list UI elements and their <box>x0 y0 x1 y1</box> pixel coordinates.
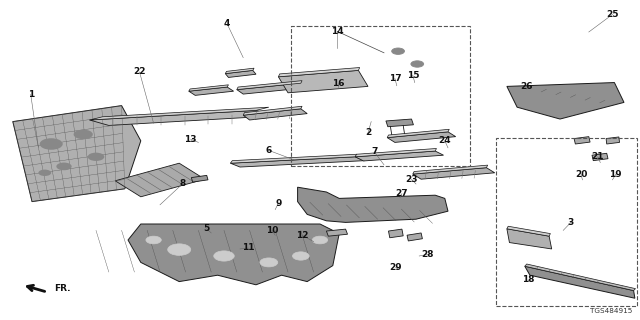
Circle shape <box>312 236 328 244</box>
Text: 28: 28 <box>421 250 434 259</box>
Text: 25: 25 <box>606 10 619 19</box>
Text: 6: 6 <box>266 146 272 155</box>
Polygon shape <box>225 70 256 77</box>
Text: 17: 17 <box>388 74 401 83</box>
Text: 19: 19 <box>609 170 622 179</box>
Polygon shape <box>388 229 403 238</box>
Circle shape <box>292 252 309 260</box>
Text: 3: 3 <box>568 218 574 227</box>
Text: 4: 4 <box>224 20 230 28</box>
Polygon shape <box>115 163 205 197</box>
Text: 18: 18 <box>522 276 534 284</box>
Text: 8: 8 <box>179 180 186 188</box>
Text: 7: 7 <box>371 148 378 156</box>
Polygon shape <box>243 109 307 120</box>
Polygon shape <box>507 83 624 119</box>
Text: 15: 15 <box>406 71 419 80</box>
Circle shape <box>168 244 191 255</box>
Polygon shape <box>606 137 620 144</box>
Text: TGS484915: TGS484915 <box>590 308 632 314</box>
Text: 11: 11 <box>242 244 255 252</box>
Polygon shape <box>13 106 141 202</box>
Polygon shape <box>128 224 339 285</box>
Polygon shape <box>413 168 495 179</box>
Polygon shape <box>237 81 302 90</box>
Polygon shape <box>387 129 449 138</box>
Polygon shape <box>189 87 234 95</box>
Text: 16: 16 <box>332 79 344 88</box>
Polygon shape <box>230 157 365 167</box>
Polygon shape <box>525 266 635 298</box>
Polygon shape <box>278 68 360 77</box>
Text: 23: 23 <box>405 175 418 184</box>
Text: 10: 10 <box>266 226 278 235</box>
Polygon shape <box>225 68 254 74</box>
Text: 14: 14 <box>331 27 344 36</box>
Polygon shape <box>355 151 444 161</box>
Polygon shape <box>298 187 448 222</box>
Polygon shape <box>243 106 302 115</box>
Polygon shape <box>230 154 357 163</box>
Circle shape <box>260 258 278 267</box>
Polygon shape <box>326 229 348 236</box>
Polygon shape <box>525 264 636 291</box>
Polygon shape <box>189 85 228 91</box>
Circle shape <box>38 170 51 176</box>
Polygon shape <box>387 132 456 142</box>
Circle shape <box>146 236 161 244</box>
Polygon shape <box>574 137 590 144</box>
Circle shape <box>392 48 404 54</box>
Circle shape <box>411 61 424 67</box>
Text: 12: 12 <box>296 231 308 240</box>
Circle shape <box>74 130 93 139</box>
Polygon shape <box>386 119 413 127</box>
Text: 20: 20 <box>575 170 588 179</box>
Polygon shape <box>507 229 552 249</box>
Polygon shape <box>413 165 488 174</box>
Text: 2: 2 <box>365 128 371 137</box>
Circle shape <box>214 251 234 261</box>
Text: 5: 5 <box>204 224 210 233</box>
Text: FR.: FR. <box>54 284 70 293</box>
Text: 1: 1 <box>28 90 34 99</box>
Text: 26: 26 <box>520 82 532 91</box>
Text: 24: 24 <box>438 136 451 145</box>
Polygon shape <box>278 70 368 93</box>
Polygon shape <box>237 83 307 94</box>
Polygon shape <box>191 175 208 182</box>
Text: 29: 29 <box>389 263 402 272</box>
Text: 13: 13 <box>184 135 197 144</box>
Circle shape <box>88 153 104 161</box>
Text: 22: 22 <box>133 68 146 76</box>
Polygon shape <box>592 153 608 161</box>
Text: 21: 21 <box>591 152 604 161</box>
Polygon shape <box>507 226 550 236</box>
Circle shape <box>56 163 72 170</box>
Polygon shape <box>355 148 436 157</box>
Text: 27: 27 <box>396 189 408 198</box>
Polygon shape <box>407 233 422 241</box>
Circle shape <box>40 138 63 150</box>
Polygon shape <box>90 107 269 120</box>
Text: 9: 9 <box>275 199 282 208</box>
Polygon shape <box>90 110 275 125</box>
